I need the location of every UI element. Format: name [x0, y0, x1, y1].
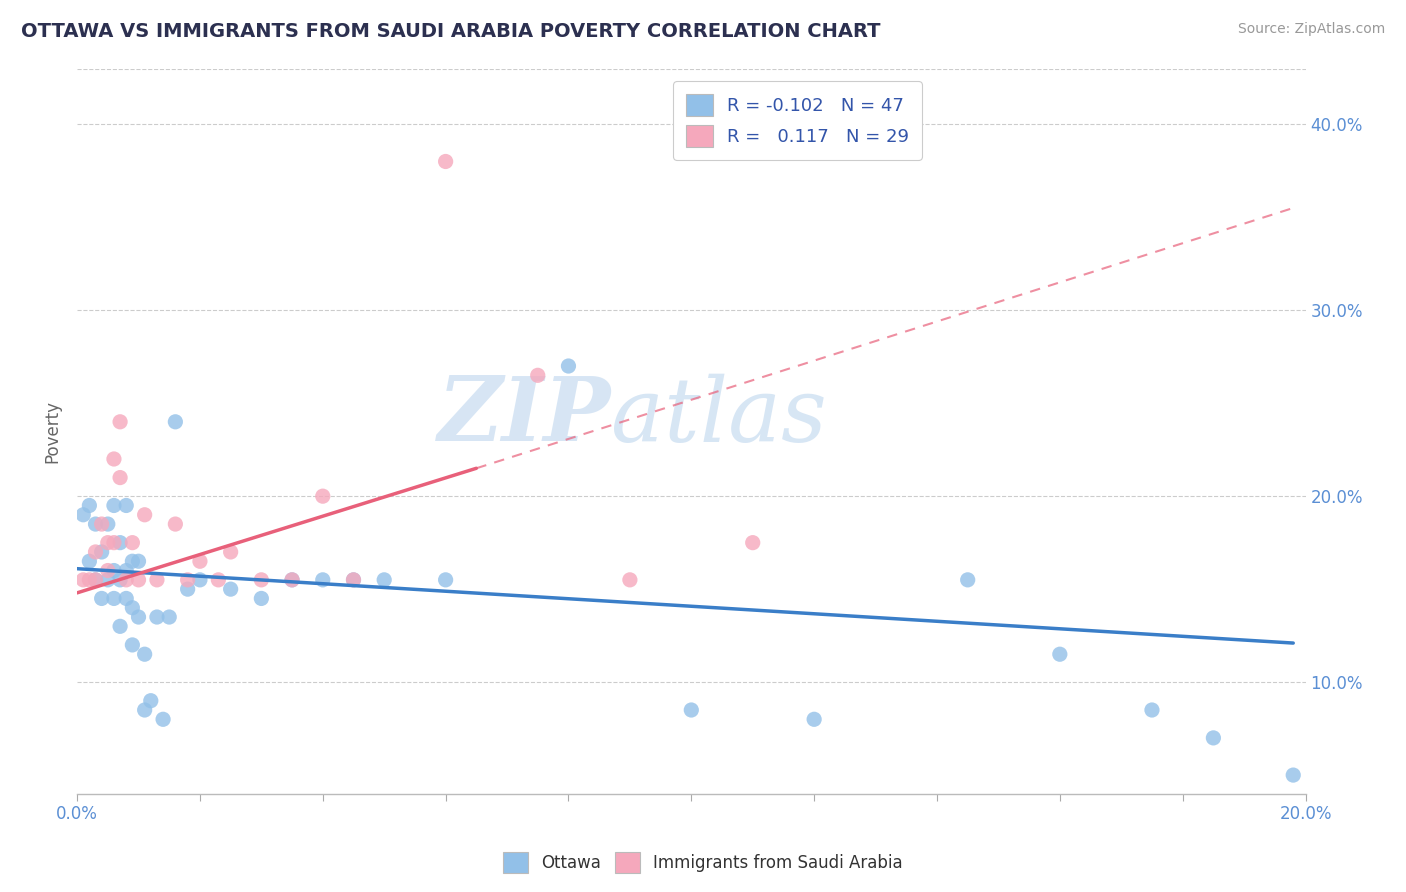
- Point: [152, 712, 174, 726]
- Point: [134, 508, 156, 522]
- Point: [157, 610, 180, 624]
- Point: [139, 694, 162, 708]
- Point: [90, 591, 112, 606]
- Point: [108, 470, 131, 484]
- Point: [165, 517, 187, 532]
- Point: [128, 573, 150, 587]
- Point: [803, 712, 825, 726]
- Point: [97, 517, 120, 532]
- Point: [128, 554, 150, 568]
- Point: [207, 573, 229, 587]
- Point: [121, 600, 143, 615]
- Text: OTTAWA VS IMMIGRANTS FROM SAUDI ARABIA POVERTY CORRELATION CHART: OTTAWA VS IMMIGRANTS FROM SAUDI ARABIA P…: [21, 22, 880, 41]
- Point: [128, 610, 150, 624]
- Text: ZIP: ZIP: [439, 374, 612, 460]
- Point: [115, 591, 138, 606]
- Point: [108, 619, 131, 633]
- Point: [281, 573, 304, 587]
- Point: [84, 573, 107, 587]
- Point: [97, 564, 120, 578]
- Legend: Ottawa, Immigrants from Saudi Arabia: Ottawa, Immigrants from Saudi Arabia: [496, 846, 910, 880]
- Point: [115, 564, 138, 578]
- Point: [681, 703, 703, 717]
- Point: [146, 573, 169, 587]
- Legend: R = -0.102   N = 47, R =   0.117   N = 29: R = -0.102 N = 47, R = 0.117 N = 29: [673, 81, 922, 160]
- Point: [250, 591, 273, 606]
- Point: [619, 573, 641, 587]
- Point: [1202, 731, 1225, 745]
- Point: [1140, 703, 1163, 717]
- Point: [434, 573, 457, 587]
- Point: [103, 591, 125, 606]
- Point: [188, 554, 211, 568]
- Point: [90, 517, 112, 532]
- Point: [250, 573, 273, 587]
- Point: [103, 499, 125, 513]
- Text: Source: ZipAtlas.com: Source: ZipAtlas.com: [1237, 22, 1385, 37]
- Y-axis label: Poverty: Poverty: [44, 400, 60, 463]
- Text: atlas: atlas: [612, 373, 827, 460]
- Point: [115, 573, 138, 587]
- Point: [219, 545, 242, 559]
- Point: [188, 573, 211, 587]
- Point: [165, 415, 187, 429]
- Point: [1049, 647, 1071, 661]
- Point: [176, 582, 198, 596]
- Point: [1282, 768, 1305, 782]
- Point: [121, 535, 143, 549]
- Point: [373, 573, 395, 587]
- Point: [84, 545, 107, 559]
- Point: [741, 535, 763, 549]
- Point: [72, 573, 94, 587]
- Point: [84, 573, 107, 587]
- Point: [90, 545, 112, 559]
- Point: [79, 499, 101, 513]
- Point: [79, 554, 101, 568]
- Point: [146, 610, 169, 624]
- Point: [342, 573, 364, 587]
- Point: [281, 573, 304, 587]
- Point: [84, 517, 107, 532]
- Point: [526, 368, 548, 383]
- Point: [97, 535, 120, 549]
- Point: [956, 573, 979, 587]
- Point: [103, 535, 125, 549]
- Point: [312, 573, 335, 587]
- Point: [121, 638, 143, 652]
- Point: [108, 535, 131, 549]
- Point: [312, 489, 335, 503]
- Point: [108, 415, 131, 429]
- Point: [103, 564, 125, 578]
- Point: [115, 499, 138, 513]
- Point: [72, 508, 94, 522]
- Point: [557, 359, 579, 373]
- Point: [134, 703, 156, 717]
- Point: [342, 573, 364, 587]
- Point: [219, 582, 242, 596]
- Point: [79, 573, 101, 587]
- Point: [108, 573, 131, 587]
- Point: [134, 647, 156, 661]
- Point: [97, 573, 120, 587]
- Point: [176, 573, 198, 587]
- Point: [103, 452, 125, 467]
- Point: [434, 154, 457, 169]
- Point: [121, 554, 143, 568]
